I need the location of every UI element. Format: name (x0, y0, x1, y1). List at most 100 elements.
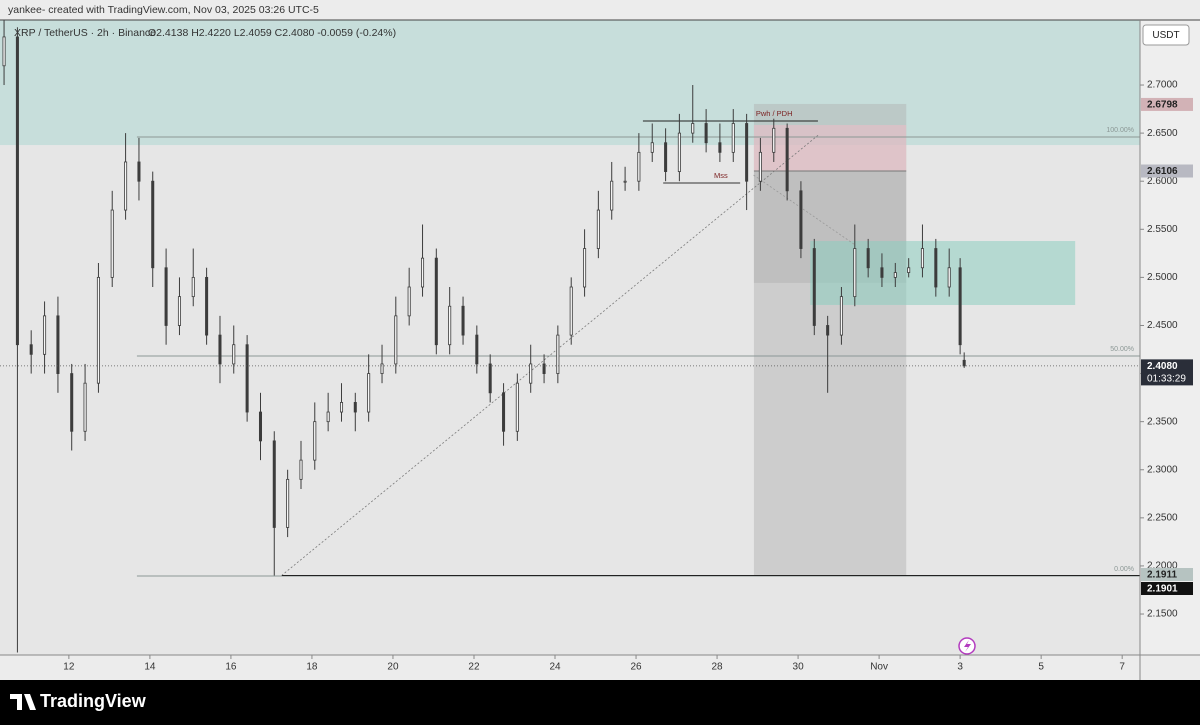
candle-body (677, 132, 681, 172)
zone (0, 20, 1140, 146)
axes: 2.15002.20002.25002.30002.35002.40002.45… (63, 80, 1193, 673)
x-tick-label: 28 (711, 662, 723, 673)
footer (0, 680, 1200, 725)
y-tick-label: 2.5000 (1147, 272, 1178, 283)
x-tick-label: 18 (306, 662, 318, 673)
candle-body (56, 315, 60, 374)
candle-body (947, 267, 951, 288)
trendline (753, 174, 856, 246)
price-label-bg (1141, 359, 1193, 386)
x-tick-label: Nov (870, 662, 888, 673)
level-label: Mss (714, 171, 728, 180)
footer-logo: TradingView (40, 691, 147, 711)
candle-body (556, 334, 560, 374)
candle-body (434, 257, 438, 346)
x-tick-label: 5 (1038, 662, 1044, 673)
currency-box[interactable] (1142, 24, 1190, 46)
alert-bolt (964, 640, 971, 652)
y-tick-label: 2.1500 (1147, 609, 1178, 620)
candle-body (191, 276, 195, 298)
ohlc-legend: O2.4138 H2.4220 L2.4059 C2.4080 -0.0059 … (148, 27, 396, 39)
price-label: 2.1911 (1147, 570, 1177, 581)
candle-body (394, 315, 398, 365)
currency[interactable]: USDT (1152, 30, 1179, 41)
candle-body (205, 276, 209, 336)
level-label: 0.00% (1114, 566, 1134, 573)
candle-body (623, 180, 627, 183)
candle-body (326, 411, 330, 423)
y-tick-label: 2.6000 (1147, 176, 1178, 187)
candle-body (15, 36, 19, 346)
logo-mark (10, 694, 36, 710)
candle-body (421, 257, 425, 288)
candle-body (664, 142, 668, 172)
candle-body (2, 36, 6, 67)
y-tick-label: 2.4500 (1147, 320, 1178, 331)
price-axis (1140, 20, 1200, 655)
price-label-bg (1141, 581, 1193, 595)
candle-body (488, 363, 492, 394)
x-tick-label: 20 (387, 662, 399, 673)
candle-body (934, 248, 938, 288)
y-tick-label: 2.7000 (1147, 80, 1178, 91)
price-countdown: 01:33:29 (1147, 374, 1186, 385)
candle-body (218, 334, 222, 365)
level-label: 100.00% (1106, 127, 1134, 134)
price-label: 2.4080 (1147, 361, 1178, 372)
candle-body (475, 334, 479, 365)
candle-body (596, 209, 600, 249)
y-tick-label: 2.2500 (1147, 512, 1178, 523)
y-tick-label: 2.6500 (1147, 128, 1178, 139)
x-tick-label: 26 (630, 662, 642, 673)
y-tick-label: 2.2000 (1147, 561, 1178, 572)
candle-body (958, 267, 962, 346)
candle-body (704, 123, 708, 144)
candle-body (812, 248, 816, 326)
candle-body (29, 344, 33, 355)
candle-body (245, 344, 249, 413)
candle-body (772, 127, 776, 153)
candle-body (610, 180, 614, 211)
price-label-bg (1141, 567, 1193, 581)
candle-body (866, 248, 870, 269)
candle-body (43, 315, 47, 355)
candle-body (96, 276, 100, 384)
candle-body (110, 209, 114, 278)
x-tick-label: 24 (549, 662, 561, 673)
price-label: 2.6106 (1147, 166, 1178, 177)
x-tick-label: 14 (144, 662, 156, 673)
candle-body (745, 123, 749, 182)
candle-body (853, 248, 857, 298)
candle-body (691, 123, 695, 134)
x-tick-label: 12 (63, 662, 75, 673)
candle-body (448, 305, 452, 346)
candle-body (650, 142, 654, 153)
price-label-bg (1141, 164, 1193, 178)
price-label-bg (1141, 97, 1193, 111)
candle-body (542, 363, 546, 374)
pane-content: 100.00% 50.00% 0.00% Pwh / PDH Mss (0, 20, 1140, 653)
candle-body (785, 127, 789, 192)
candle-body (731, 123, 735, 153)
candle-body (232, 344, 236, 365)
candle-body (151, 180, 155, 269)
candle-body (718, 142, 722, 153)
zone (753, 103, 907, 575)
candle-body (880, 267, 884, 278)
candle-body (920, 248, 924, 269)
y-tick-label: 2.5500 (1147, 224, 1178, 235)
candle-body (367, 373, 371, 413)
candle-body (83, 382, 87, 432)
candle-body (272, 440, 276, 528)
candle-body (407, 286, 411, 317)
y-tick-label: 2.3500 (1147, 416, 1178, 427)
candle-body (529, 363, 533, 384)
candle-body (962, 359, 966, 367)
candle-body (893, 272, 897, 278)
candle-body (286, 478, 290, 528)
candle-body (164, 267, 168, 326)
candle-body (353, 402, 357, 413)
symbol: XRP / TetherUS · 2h · Binance (14, 27, 156, 39)
x-tick-label: 30 (793, 662, 805, 673)
